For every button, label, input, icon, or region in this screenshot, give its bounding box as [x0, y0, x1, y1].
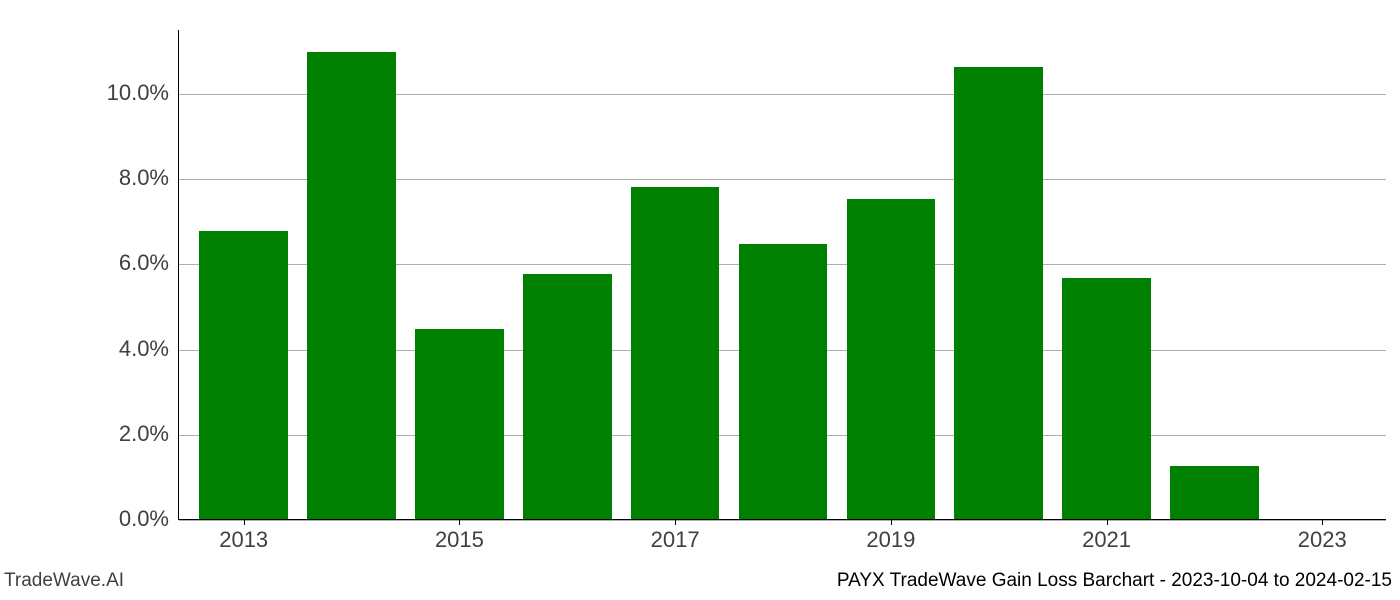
- footer-left-text: TradeWave.AI: [4, 570, 124, 592]
- bar-2013: [199, 231, 287, 519]
- gridline: [179, 520, 1386, 521]
- bar-2014: [307, 52, 395, 519]
- x-axis-tick-label: 2023: [1298, 519, 1347, 553]
- y-axis-tick-label: 10.0%: [107, 80, 179, 106]
- x-axis-tick-label: 2013: [219, 519, 268, 553]
- bar-2021: [1062, 278, 1150, 519]
- y-axis-tick-label: 6.0%: [119, 250, 179, 276]
- y-axis-tick-label: 2.0%: [119, 421, 179, 447]
- bar-2022: [1170, 466, 1258, 519]
- bar-2015: [415, 329, 503, 519]
- y-axis-tick-label: 8.0%: [119, 165, 179, 191]
- bar-2017: [631, 187, 719, 519]
- chart-figure: 0.0% 2.0% 4.0% 6.0% 8.0% 10.0% 2013 2015 2017 201…: [0, 0, 1400, 600]
- y-axis-tick-label: 0.0%: [119, 506, 179, 532]
- plot-area: 0.0%2.0%4.0%6.0%8.0%10.0%201320152017201…: [178, 30, 1386, 520]
- footer-right-text: PAYX TradeWave Gain Loss Barchart - 2023…: [837, 570, 1392, 592]
- x-axis-tick-label: 2019: [866, 519, 915, 553]
- x-axis-tick-label: 2015: [435, 519, 484, 553]
- bar-2020: [954, 67, 1042, 519]
- x-axis-tick-label: 2017: [651, 519, 700, 553]
- bar-2018: [739, 244, 827, 519]
- x-axis-tick-label: 2021: [1082, 519, 1131, 553]
- bar-2019: [847, 199, 935, 519]
- y-axis-tick-label: 4.0%: [119, 336, 179, 362]
- bar-2016: [523, 274, 611, 519]
